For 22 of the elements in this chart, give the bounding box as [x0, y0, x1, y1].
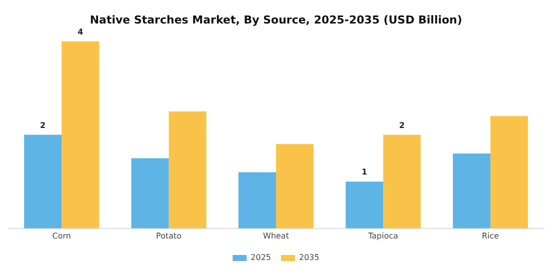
bar	[452, 154, 490, 228]
bar	[168, 111, 206, 228]
bar	[24, 134, 62, 228]
bar	[383, 134, 421, 228]
data-label: 2	[40, 120, 46, 130]
legend-label: 2025	[250, 253, 271, 262]
data-label: 4	[78, 27, 84, 36]
data-label: 2	[399, 120, 405, 130]
x-tick-label: Tapioca	[367, 231, 398, 240]
bar	[131, 158, 169, 228]
chart-title: Native Starches Market, By Source, 2025-2035 (USD Billion)	[90, 13, 462, 26]
bar	[490, 116, 528, 228]
x-tick-label: Potato	[156, 231, 182, 240]
bar	[276, 144, 314, 228]
bar	[346, 182, 384, 228]
x-tick-label: Corn	[52, 231, 71, 240]
x-tick-label: Wheat	[263, 231, 289, 240]
bar	[62, 41, 100, 228]
data-label: 1	[362, 168, 368, 177]
x-tick-label: Rice	[482, 231, 500, 240]
legend-label: 2035	[299, 253, 320, 262]
bar	[238, 172, 276, 228]
